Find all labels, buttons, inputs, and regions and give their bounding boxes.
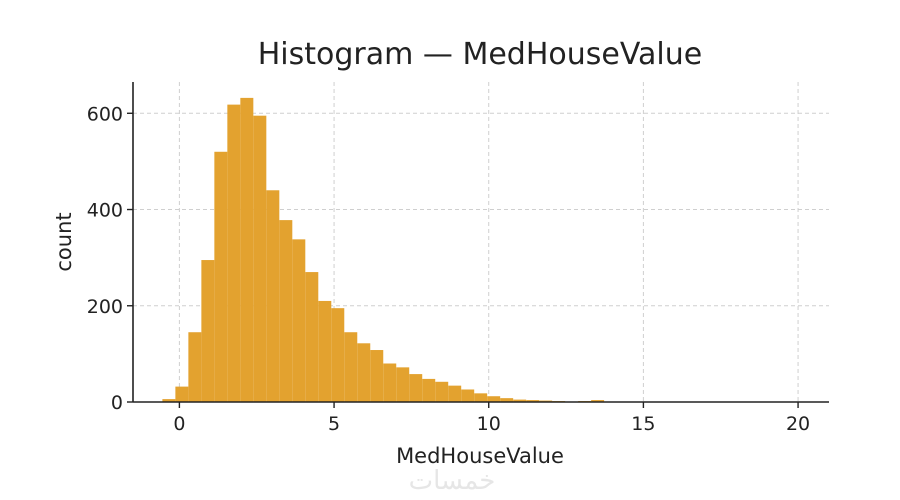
histogram-bar	[240, 97, 254, 402]
y-tick-label: 0	[111, 392, 123, 414]
histogram-bar	[214, 151, 228, 402]
histogram-bar	[422, 378, 436, 402]
histogram-bar	[318, 300, 332, 402]
x-tick-label: 10	[477, 413, 501, 435]
y-axis-ticks: 0 200 400 600	[87, 103, 133, 414]
histogram-bar	[201, 260, 215, 402]
axes	[132, 82, 829, 403]
histogram-bar	[474, 393, 488, 402]
histogram-bar	[188, 332, 202, 402]
histogram-bar	[513, 399, 527, 402]
histogram-bar	[162, 399, 176, 402]
histogram-bar	[253, 115, 267, 403]
watermark-text: خمسات	[409, 466, 496, 496]
histogram-bar	[305, 272, 319, 402]
histogram-bar	[357, 343, 371, 402]
x-tick-label: 20	[786, 413, 810, 435]
histogram-bar	[526, 400, 540, 402]
histogram-bar	[409, 374, 423, 402]
histogram-bar	[461, 389, 475, 402]
y-tick-label: 600	[87, 103, 123, 125]
y-tick-label: 400	[87, 200, 123, 222]
histogram-bar	[591, 400, 605, 402]
y-axis-label: count	[52, 212, 76, 271]
histogram-bar	[344, 332, 358, 402]
histogram-bar	[227, 104, 241, 402]
histogram-bar	[396, 367, 410, 402]
histogram-bar	[292, 239, 306, 402]
histogram-bar	[487, 396, 501, 402]
histogram-bar	[435, 381, 449, 402]
x-axis-label: MedHouseValue	[396, 444, 564, 468]
x-tick-label: 0	[173, 413, 185, 435]
histogram-bar	[370, 350, 384, 402]
histogram-bar	[175, 386, 189, 402]
histogram-bar	[383, 363, 397, 402]
y-tick-label: 200	[87, 296, 123, 318]
histogram-bar	[266, 190, 280, 402]
x-tick-label: 15	[631, 413, 655, 435]
histogram-bar	[500, 398, 514, 402]
histogram-bar	[448, 385, 462, 402]
histogram-bar	[279, 220, 293, 402]
x-tick-label: 5	[328, 413, 340, 435]
histogram-bars	[162, 97, 644, 403]
chart-title: Histogram — MedHouseValue	[258, 37, 702, 72]
x-axis-ticks: 0 5 10 15 20	[173, 402, 810, 435]
histogram-bar	[331, 308, 345, 402]
